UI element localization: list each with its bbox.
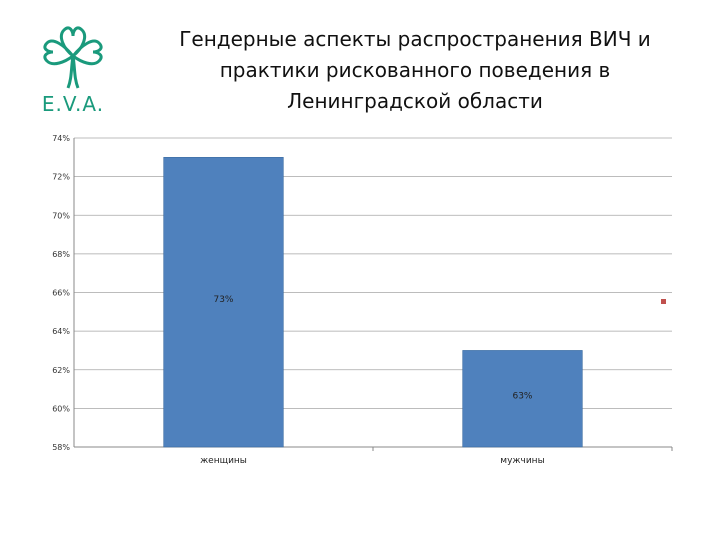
slide-title: Гендерные аспекты распространения ВИЧ и … bbox=[179, 27, 651, 113]
legend-marker bbox=[661, 299, 666, 304]
eva-logo: E.V.A. bbox=[28, 18, 118, 118]
y-tick-label: 66% bbox=[52, 289, 70, 298]
y-tick-label: 70% bbox=[52, 211, 70, 220]
y-tick-label: 72% bbox=[52, 173, 70, 182]
y-tick-label: 60% bbox=[52, 404, 70, 413]
data-label: 73% bbox=[213, 295, 233, 305]
data-label: 63% bbox=[512, 392, 532, 402]
bar bbox=[163, 157, 284, 448]
y-tick-label: 58% bbox=[52, 443, 70, 452]
y-tick-label: 68% bbox=[52, 250, 70, 259]
y-tick-label: 62% bbox=[52, 366, 70, 375]
y-tick-label: 74% bbox=[52, 134, 70, 143]
bar bbox=[462, 350, 583, 448]
logo-text: E.V.A. bbox=[41, 92, 105, 116]
x-category-label: мужчины bbox=[500, 456, 544, 466]
x-category-label: женщины bbox=[200, 456, 247, 466]
clover-icon bbox=[43, 26, 103, 89]
y-tick-label: 64% bbox=[52, 327, 70, 336]
